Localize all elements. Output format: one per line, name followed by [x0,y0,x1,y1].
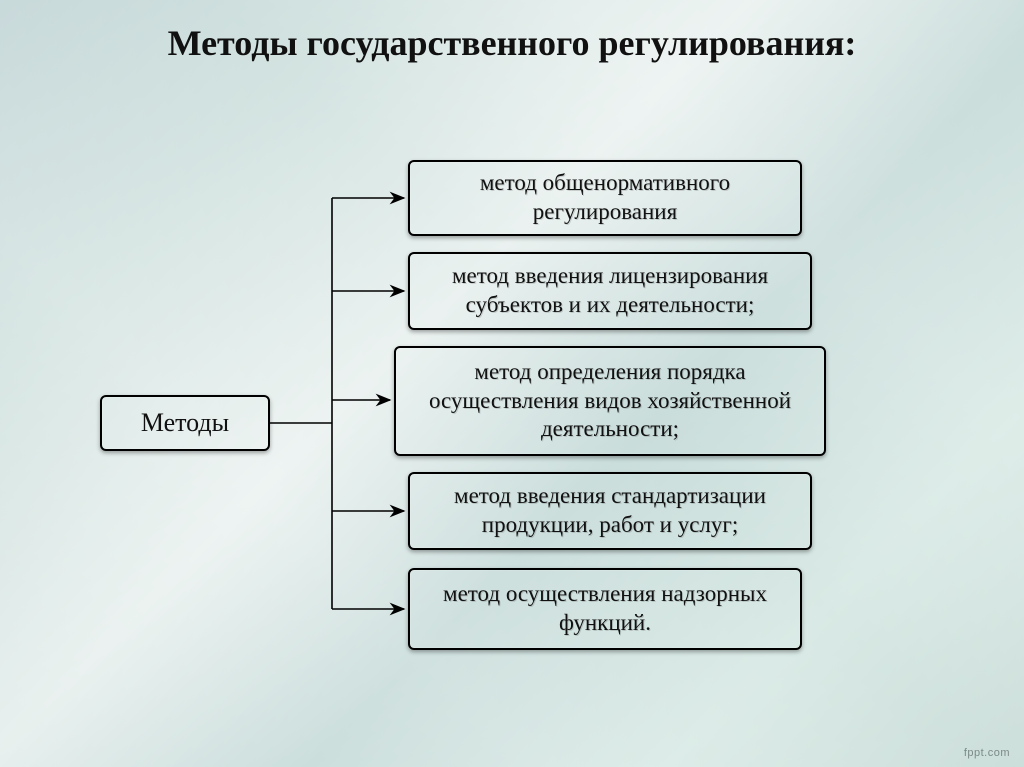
child-node: метод осуществления надзорных функций. [408,568,802,650]
child-node-label: метод общенормативного регулирования [424,169,786,227]
footer-watermark: fppt.com [964,747,1010,759]
root-node-label: Методы [141,408,229,438]
child-node: метод введения стандартизации продукции,… [408,472,812,550]
child-node-label: метод определения порядка осуществления … [410,358,810,444]
child-node: метод общенормативного регулирования [408,160,802,236]
child-node: метод введения лицензирования субъектов … [408,252,812,330]
root-node: Методы [100,395,270,451]
slide-title: Методы государственного регулирования: [0,22,1024,65]
child-node: метод определения порядка осуществления … [394,346,826,456]
child-node-label: метод осуществления надзорных функций. [424,580,786,638]
child-node-label: метод введения лицензирования субъектов … [424,262,796,320]
child-node-label: метод введения стандартизации продукции,… [424,482,796,540]
